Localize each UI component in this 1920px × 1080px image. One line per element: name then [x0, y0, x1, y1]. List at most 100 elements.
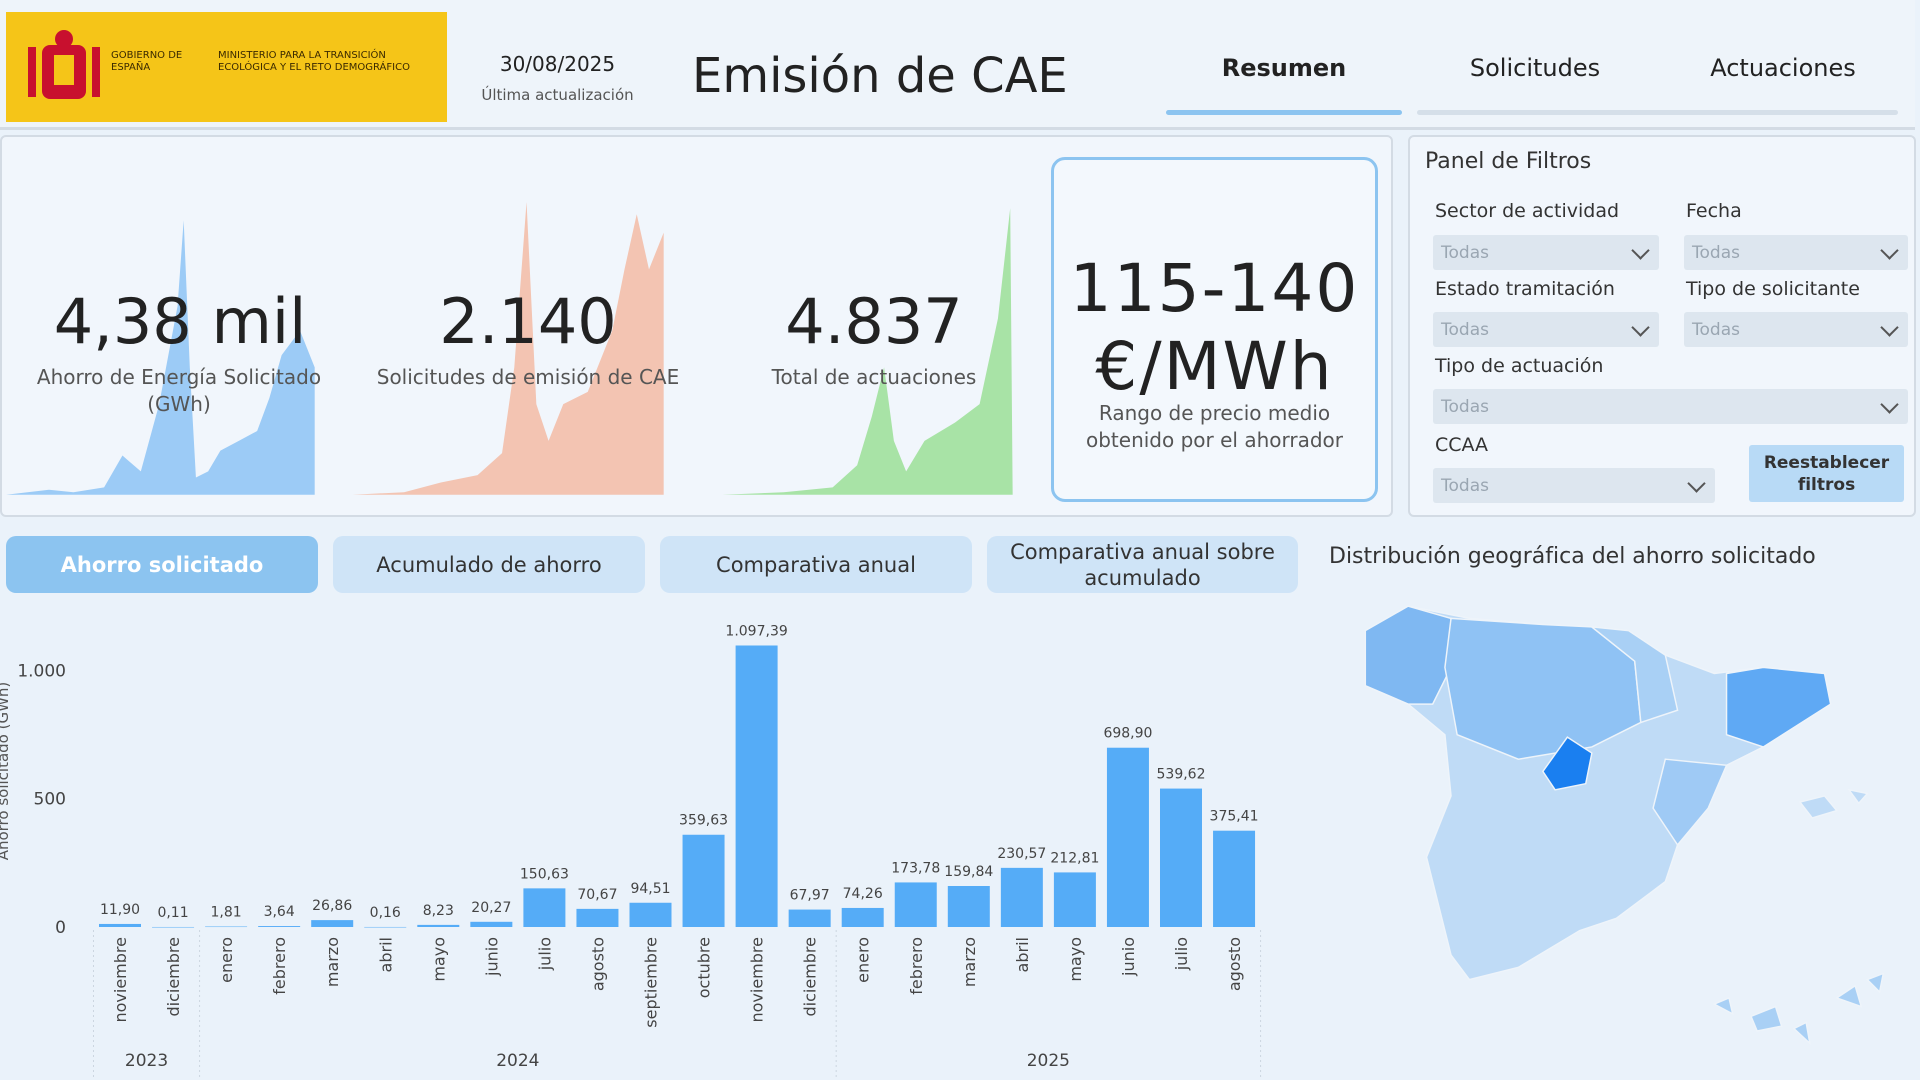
bar	[735, 645, 778, 927]
subtab[interactable]: Comparativa anual sobre acumulado	[987, 536, 1298, 593]
subtab[interactable]: Ahorro solicitado	[6, 536, 318, 593]
bar-value-label: 67,97	[790, 888, 830, 904]
tab-underline	[1166, 110, 1402, 115]
bar-value-label: 1,81	[211, 905, 242, 921]
map	[1364, 605, 1885, 1046]
logo-text-left: GOBIERNO DE ESPAÑA	[111, 50, 183, 73]
bar-value-label: 74,26	[843, 886, 883, 902]
x-tick-label: junio	[1119, 937, 1138, 977]
subtab[interactable]: Acumulado de ahorro	[333, 536, 645, 593]
bar-value-label: 1.097,39	[725, 623, 787, 639]
logo: GOBIERNO DE ESPAÑA MINISTERIO PARA LA TR…	[6, 12, 447, 122]
bar	[1053, 872, 1096, 927]
x-tick-label: mayo	[429, 937, 448, 982]
x-tick-label: septiembre	[642, 937, 661, 1028]
bar	[576, 908, 619, 927]
bar-value-label: 70,67	[577, 887, 617, 903]
x-tick-label: marzo	[960, 937, 979, 987]
kpi-label: Total de actuaciones	[771, 365, 977, 389]
bar	[682, 834, 725, 927]
bar	[205, 926, 248, 928]
x-tick-label: diciembre	[164, 937, 183, 1017]
bar-value-label: 8,23	[423, 903, 454, 919]
y-tick-label: 1.000	[17, 661, 66, 681]
filter-label: Tipo de solicitante	[1686, 278, 1860, 300]
bar	[1160, 788, 1202, 927]
nav-tab[interactable]: Actuaciones	[1710, 54, 1856, 82]
subtab[interactable]: Comparativa anual	[660, 536, 972, 593]
filter-dropdown[interactable]: Todas	[1684, 235, 1908, 270]
bar	[947, 885, 990, 927]
bar-value-label: 11,90	[100, 902, 140, 918]
kpi-label: Rango de precio medio obtenido por el ah…	[1085, 401, 1343, 452]
bar-value-label: 26,86	[312, 898, 352, 914]
logo-text-right: MINISTERIO PARA LA TRANSICIÓN ECOLÓGICA …	[218, 50, 410, 73]
bar	[417, 924, 460, 927]
x-tick-label: abril	[376, 937, 395, 972]
x-tick-label: febrero	[270, 937, 289, 995]
y-axis-title: Ahorro solicitado (GWh)	[0, 682, 12, 861]
page-title: Emisión de CAE	[692, 48, 1068, 104]
bar-value-label: 359,63	[679, 813, 728, 829]
bar	[894, 882, 937, 927]
kpi-value: 4,38 mil	[53, 285, 307, 358]
x-group-label: 2023	[125, 1051, 168, 1071]
filter-dropdown[interactable]: Todas	[1433, 468, 1715, 503]
filter-label: CCAA	[1435, 434, 1489, 456]
x-tick-label: junio	[482, 937, 501, 977]
bar	[523, 888, 566, 927]
bar	[99, 923, 141, 927]
kpi-value: 115-140 €/MWh	[1069, 250, 1360, 405]
bar-value-label: 212,81	[1050, 850, 1099, 866]
bar-value-label: 539,62	[1157, 767, 1206, 783]
bar	[470, 921, 513, 927]
bar-value-label: 698,90	[1103, 726, 1152, 742]
x-group-label: 2025	[1027, 1051, 1070, 1071]
bar	[841, 907, 884, 927]
nav-tab[interactable]: Resumen	[1221, 54, 1347, 82]
bar-value-label: 150,63	[520, 866, 569, 882]
bar	[1213, 830, 1256, 927]
bar-value-label: 0,16	[370, 905, 401, 921]
y-tick-label: 500	[34, 790, 66, 810]
kpi-label: Ahorro de Energía Solicitado (GWh)	[36, 365, 322, 416]
bar-value-label: 375,41	[1210, 809, 1259, 825]
filter-label: Estado tramitación	[1435, 278, 1615, 300]
x-tick-label: julio	[1172, 937, 1191, 971]
bar	[1000, 867, 1043, 927]
x-tick-label: octubre	[695, 937, 714, 998]
x-tick-label: abril	[1013, 937, 1032, 972]
map-title: Distribución geográfica del ahorro solic…	[1329, 544, 1816, 569]
x-tick-label: noviembre	[111, 937, 130, 1023]
update-date: 30/08/2025	[499, 52, 616, 76]
bar	[152, 926, 195, 928]
bar	[788, 909, 831, 927]
bar-value-label: 0,11	[157, 905, 188, 921]
filter-dropdown[interactable]: Todas	[1433, 389, 1908, 424]
bar-value-label: 230,57	[997, 846, 1046, 862]
filter-dropdown[interactable]: Todas	[1433, 312, 1659, 347]
bar	[1106, 747, 1149, 927]
tab-underline	[1417, 110, 1651, 115]
filter-title: Panel de Filtros	[1425, 149, 1592, 174]
reset-button[interactable]: Reestablecer filtros	[1749, 445, 1904, 502]
filter-label: Sector de actividad	[1435, 200, 1620, 222]
bar	[629, 902, 672, 927]
filter-label: Tipo de actuación	[1435, 355, 1604, 377]
x-tick-label: enero	[854, 937, 873, 983]
coat-of-arms	[28, 30, 100, 99]
x-tick-label: agosto	[588, 937, 607, 991]
nav-tab[interactable]: Solicitudes	[1469, 54, 1601, 82]
bar	[258, 926, 301, 927]
bar-value-label: 20,27	[471, 900, 511, 916]
filter-dropdown[interactable]: Todas	[1433, 235, 1659, 270]
filter-dropdown[interactable]: Todas	[1684, 312, 1908, 347]
x-tick-label: julio	[535, 937, 554, 971]
sparklines	[6, 202, 1013, 495]
x-tick-label: mayo	[1066, 937, 1085, 982]
bar-value-label: 3,64	[264, 904, 295, 920]
bar-value-label: 159,84	[944, 864, 993, 880]
filter-label: Fecha	[1686, 200, 1742, 222]
bar-value-label: 173,78	[891, 860, 940, 876]
